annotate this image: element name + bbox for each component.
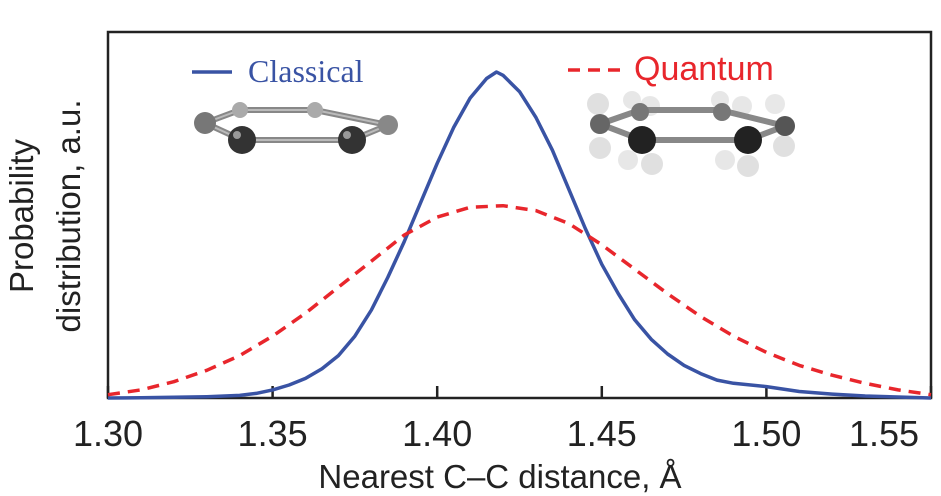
y-axis-title-line-1: Probability	[3, 138, 40, 293]
series-line-classical	[107, 70, 932, 400]
y-axis-title-line-2: distribution, a.u.	[50, 100, 87, 333]
series-line-quantum	[107, 203, 932, 397]
plot-frame	[106, 30, 933, 400]
classical-benzene-molecule-icon	[194, 102, 399, 154]
x-axis-tick-labels: 1.30 1.35 1.40 1.45 1.50 1.55	[73, 413, 919, 454]
legend-classical-label: Classical	[248, 53, 364, 89]
x-tick-label: 1.50	[731, 413, 801, 454]
legend-quantum-label: Quantum	[634, 50, 774, 88]
x-tick-label: 1.35	[238, 413, 308, 454]
x-axis-title: Nearest C–C distance, Å	[318, 458, 681, 495]
x-tick-label: 1.45	[567, 413, 637, 454]
x-axis-ticks	[106, 386, 933, 398]
series-group	[107, 70, 932, 400]
x-tick-label: 1.30	[73, 413, 143, 454]
x-tick-label: 1.55	[849, 413, 919, 454]
legend: Classical Quantum	[192, 50, 774, 89]
x-tick-label: 1.40	[402, 413, 472, 454]
quantum-benzene-molecule-icon	[587, 91, 796, 177]
